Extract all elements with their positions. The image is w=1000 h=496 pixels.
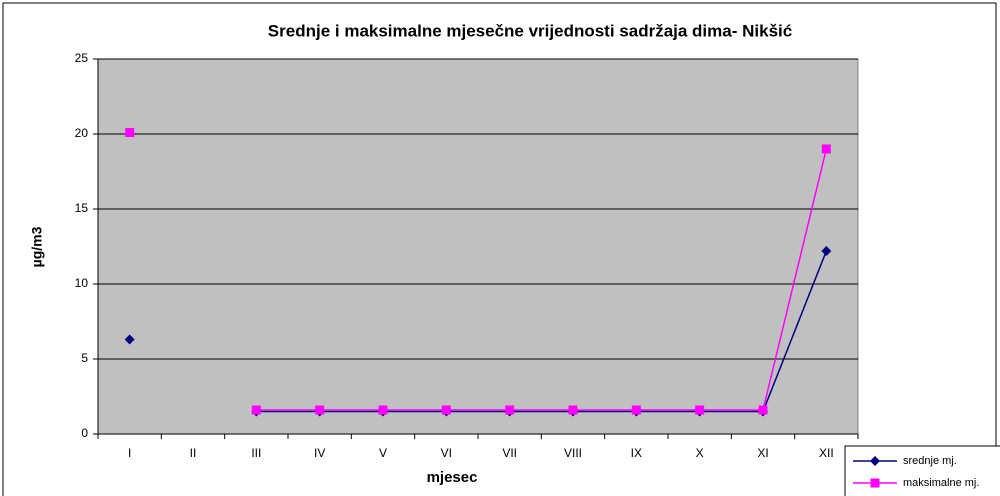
series-line [256,250,828,413]
series-line [256,148,828,411]
x-tick-label: IV [314,446,325,460]
marker [315,405,325,415]
marker [568,405,578,415]
marker [631,405,641,415]
marker [870,478,880,488]
chart-title: Srednje i maksimalne mjesečne vrijednost… [268,21,792,40]
x-tick-label: VIII [564,446,582,460]
y-tick-label: 15 [75,201,89,215]
x-tick-label: XII [819,446,834,460]
x-tick-label: I [128,446,131,460]
marker [821,144,831,154]
marker [124,334,135,345]
marker [695,405,705,415]
x-tick-label: XI [757,446,768,460]
marker [821,246,832,256]
x-tick-label: VI [441,446,452,460]
x-tick-label: II [190,446,197,460]
marker [125,128,135,137]
x-axis-label: mjesec [427,469,478,486]
legend-label: srednje mj. [903,455,957,467]
plot-area [97,58,859,435]
x-tick-label: VII [502,446,517,460]
marker [870,456,880,466]
x-tick-label: V [379,446,387,460]
y-tick-label: 20 [75,126,89,140]
marker [378,405,388,415]
x-tick-label: IX [631,446,642,460]
y-axis-label: µg/m3 [29,226,45,267]
y-tick-label: 5 [81,351,88,365]
y-tick-label: 10 [75,276,89,290]
x-tick-label: X [696,446,704,460]
marker [251,405,261,415]
legend-label: maksimalne mj. [903,477,979,489]
marker [758,405,768,415]
y-tick-label: 25 [75,51,89,65]
legend-box [844,445,1000,496]
y-tick-label: 0 [81,426,88,440]
x-tick-label: III [251,446,261,460]
marker [441,405,451,415]
marker [505,405,515,415]
